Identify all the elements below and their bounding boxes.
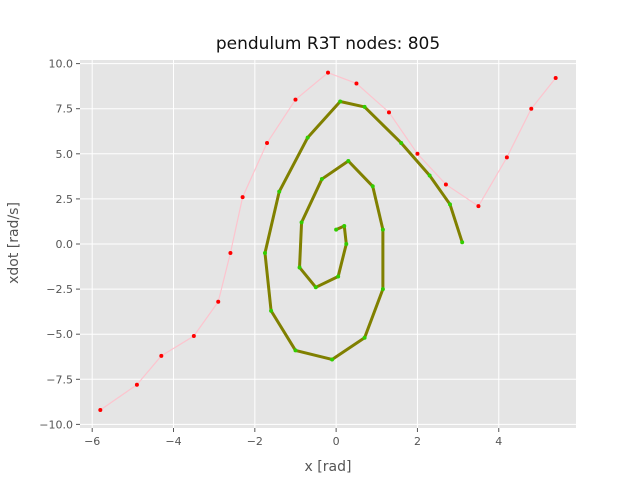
tree-node-point: [415, 151, 420, 156]
solution-node-point: [342, 223, 347, 228]
tree-node-point: [293, 97, 298, 102]
solution-node-point: [346, 159, 351, 164]
solution-node-point: [380, 227, 385, 232]
solution-node-point: [427, 173, 432, 178]
solution-node-point: [447, 202, 452, 207]
y-tick-label: 7.5: [56, 103, 74, 116]
solution-node-point: [297, 265, 302, 270]
tree-node-point: [476, 204, 481, 209]
solution-node-point: [338, 99, 343, 104]
tree-node-point: [386, 110, 391, 115]
x-tick-label: 4: [495, 435, 502, 448]
solution-node-point: [362, 104, 367, 109]
x-tick-label: −2: [247, 435, 263, 448]
x-tick-label: 2: [414, 435, 421, 448]
tree-edge-line: [99, 71, 557, 411]
y-tick-label: −5.0: [46, 328, 73, 341]
x-tick-label: −4: [165, 435, 181, 448]
tree-node-point: [354, 81, 359, 86]
y-tick-label: 10.0: [49, 58, 74, 71]
tree-node-point: [529, 106, 534, 111]
tree-node-point: [240, 195, 245, 200]
solution-node-point: [370, 184, 375, 189]
solution-node-point: [305, 135, 310, 140]
tree-node-point: [159, 353, 164, 358]
solution-node-point: [269, 308, 274, 313]
tree-node-point: [216, 299, 221, 304]
tree-node-point: [98, 407, 103, 412]
solution-node-point: [299, 220, 304, 225]
tree-node-point: [265, 140, 270, 145]
tree-node-point: [553, 76, 558, 81]
solution-node-point: [334, 227, 339, 232]
tree-node-point: [443, 182, 448, 187]
solution-node-point: [330, 357, 335, 362]
solution-node-point: [293, 348, 298, 353]
solution-node-point: [319, 177, 324, 182]
solution-node-point: [362, 335, 367, 340]
solution-node-point: [344, 242, 349, 246]
tree-node-point: [504, 155, 509, 160]
y-tick-label: 2.5: [56, 193, 74, 206]
tree-node-point: [191, 334, 196, 338]
solution-node-point: [313, 285, 318, 290]
x-tick-label: −6: [84, 435, 100, 448]
solution-node-point: [399, 140, 404, 145]
chart-title: pendulum R3T nodes: 805: [216, 34, 440, 54]
x-axis-label: x [rad]: [305, 459, 352, 475]
y-tick-label: −10.0: [39, 418, 73, 431]
solution-node-point: [336, 274, 341, 279]
solution-node-point: [380, 287, 385, 292]
y-tick-label: −2.5: [46, 283, 73, 296]
tree-node-point: [326, 70, 330, 75]
solution-node-point: [277, 189, 282, 194]
solution-node-point: [460, 240, 465, 245]
tree-node-point: [228, 251, 233, 256]
plot-area: −6 −4 −2 0 2 4 −10.0 −7.5 −5.0 −2.5 0.0 2.5 5.0 7.5 10…: [39, 58, 576, 448]
y-tick-label: 5.0: [56, 148, 74, 161]
solution-node-point: [262, 251, 267, 256]
y-tick-label: −7.5: [46, 373, 73, 386]
x-tick-label: 0: [333, 435, 340, 448]
y-axis-label: xdot [rad/s]: [6, 202, 22, 284]
y-tick-label: 0.0: [56, 238, 74, 251]
tree-node-point: [134, 382, 139, 387]
